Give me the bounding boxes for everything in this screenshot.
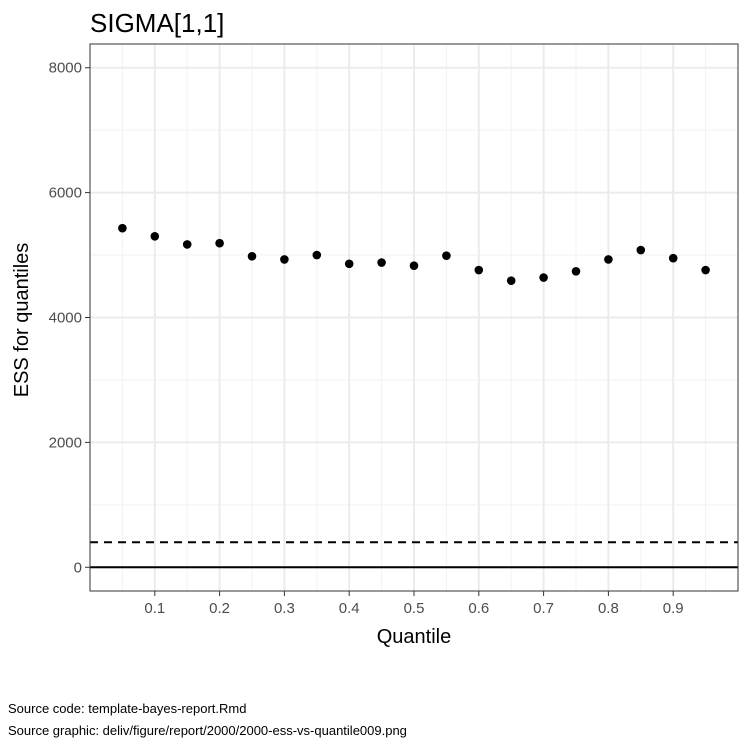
data-point — [312, 250, 322, 260]
data-point — [118, 223, 127, 233]
y-tick-label: 0 — [74, 559, 82, 576]
x-tick-label: 0.2 — [209, 600, 230, 617]
source-graphic-caption: Source graphic: deliv/figure/report/2000… — [8, 723, 407, 738]
data-point — [474, 265, 484, 275]
data-point — [701, 265, 710, 275]
data-point — [409, 261, 419, 270]
x-tick-label: 0.1 — [144, 600, 165, 617]
x-tick-label: 0.6 — [468, 600, 489, 617]
data-points — [118, 223, 710, 285]
x-tick-label: 0.8 — [598, 600, 619, 617]
data-point — [280, 255, 289, 264]
y-tick-label: 4000 — [49, 310, 82, 327]
data-point — [150, 232, 160, 241]
x-axis-title: Quantile — [377, 626, 452, 648]
data-point — [604, 255, 613, 264]
data-point — [636, 245, 646, 255]
data-point — [506, 276, 516, 285]
grid — [90, 44, 738, 591]
chart-title: SIGMA[1,1] — [90, 8, 224, 38]
data-point — [377, 258, 386, 267]
x-tick-label: 0.5 — [404, 600, 425, 617]
data-point — [539, 273, 548, 282]
x-axis-ticks: 0.1 0.2 0.3 0.4 0.5 0.6 0.7 0.8 0.9 — [144, 591, 684, 617]
y-tick-label: 6000 — [49, 185, 82, 202]
source-code-caption: Source code: template-bayes-report.Rmd — [8, 701, 247, 716]
data-point — [344, 259, 354, 269]
y-tick-label: 2000 — [49, 434, 82, 451]
data-point — [571, 266, 581, 276]
data-point — [247, 252, 257, 261]
reference-lines — [90, 541, 738, 569]
data-point — [182, 240, 192, 249]
y-axis-ticks: 0 2000 4000 6000 8000 — [49, 60, 90, 576]
data-point — [215, 238, 224, 248]
x-tick-label: 0.4 — [339, 600, 360, 617]
data-point — [442, 251, 451, 260]
y-tick-label: 8000 — [49, 60, 82, 77]
x-tick-label: 0.9 — [663, 600, 684, 617]
x-tick-label: 0.3 — [274, 600, 295, 617]
data-point — [668, 253, 678, 263]
y-axis-title: ESS for quantiles — [11, 243, 33, 398]
x-tick-label: 0.7 — [533, 600, 554, 617]
